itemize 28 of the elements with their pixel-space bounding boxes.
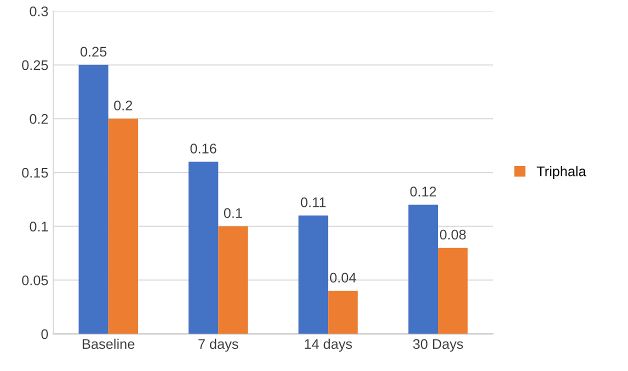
y-tick-label: 0.05	[22, 275, 48, 286]
data-label: 0.04	[330, 272, 356, 283]
x-tick-label: 14 days	[304, 338, 352, 352]
bar	[438, 248, 468, 334]
data-label: 0.11	[300, 197, 326, 208]
y-tick-label: 0.15	[22, 168, 48, 178]
data-label: 0.25	[80, 46, 106, 57]
y-tick-label: 0.1	[30, 222, 48, 232]
y-tick-label: 0	[41, 329, 48, 340]
data-label: 0.08	[440, 230, 466, 240]
data-label: 0.1	[224, 208, 242, 218]
x-tick-label: 7 days	[198, 338, 238, 352]
data-label: 0.12	[410, 186, 436, 196]
y-tick-label: 0.2	[30, 114, 48, 124]
legend-label: Triphala	[536, 166, 586, 180]
bar	[108, 118, 138, 334]
y-tick-label: 0.25	[22, 60, 48, 70]
x-tick-label: Baseline	[82, 338, 134, 349]
bar	[188, 162, 218, 334]
x-tick-label: 30 Days	[413, 339, 464, 352]
data-label: 0.2	[114, 100, 132, 110]
bar	[78, 64, 108, 334]
bar	[218, 226, 248, 334]
y-tick-label: 0.3	[30, 6, 48, 16]
bar	[328, 290, 358, 334]
bar	[298, 216, 328, 334]
data-label: 0.16	[190, 144, 216, 154]
bar	[408, 204, 438, 334]
